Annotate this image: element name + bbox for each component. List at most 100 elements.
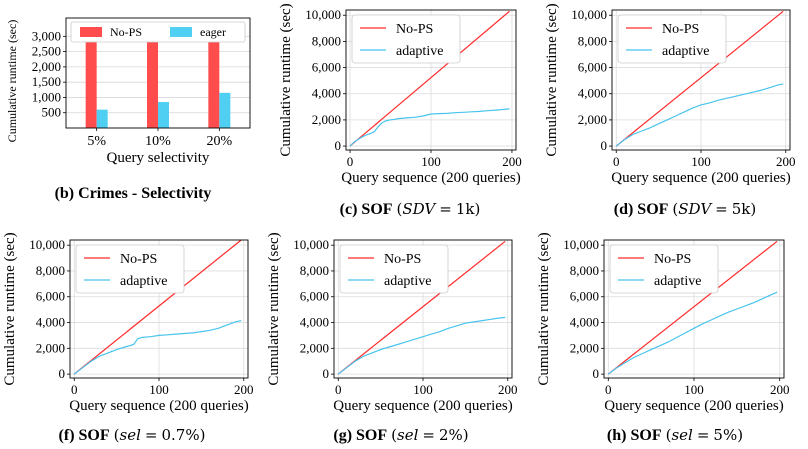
plot-frame <box>333 239 513 379</box>
legend-label-eager: eager <box>200 25 226 39</box>
caption-d-eq: = <box>715 200 728 218</box>
x-tick-label: 20% <box>206 134 232 149</box>
legend-box <box>617 14 727 64</box>
y-tick-label: 8,000 <box>578 33 607 48</box>
x-tick-label: 100 <box>684 382 704 397</box>
chart-d: 0 2,000 4,000 6,000 8,000 10,000 0 100 200 No-PS a… <box>536 0 806 190</box>
y-tick-label: 10,000 <box>29 237 65 252</box>
x-tick-label: 100 <box>149 382 169 397</box>
series-line-adaptive <box>615 83 784 147</box>
caption-h-value: 5% <box>713 426 738 444</box>
y-tick-label: 4,000 <box>312 86 341 101</box>
caption-h-label: (h) SOF <box>606 427 662 444</box>
y-tick-label: 2,000 <box>312 112 341 127</box>
legend-box <box>609 244 719 294</box>
caption-c: (c) SOF (SDV = 1k) <box>339 200 481 218</box>
caption-g: (g) SOF (sel = 2%) <box>333 426 469 444</box>
legend-label-adaptive: adaptive <box>120 274 167 289</box>
plot-frame <box>345 9 517 151</box>
plot-frame <box>603 239 785 379</box>
legend-swatch-eager <box>170 27 192 37</box>
x-tick-label: 200 <box>498 382 518 397</box>
y-tick-label: 2,000 <box>32 59 61 74</box>
y-tick-label: 0 <box>335 138 342 153</box>
caption-f: (f) SOF (sel = 0.7%) <box>58 426 206 444</box>
caption-c-param: SDV <box>402 200 436 218</box>
caption-g-eq: = <box>422 426 435 444</box>
caption-b-label: (b) Crimes - Selectivity <box>54 185 212 202</box>
series-line-no-ps <box>73 239 242 375</box>
chart-g-svg: 0 2,000 4,000 6,000 8,000 10,000 0 100 200 No-PS a… <box>266 232 518 414</box>
caption-d-value: 5k <box>731 200 751 218</box>
y-axis-label: Cumulative runtime (sec) <box>536 232 552 385</box>
bar-eager-5pct <box>96 109 108 128</box>
bar-eager-20pct <box>219 92 231 128</box>
x-tick-label: 0 <box>71 382 78 397</box>
x-tick-label: 200 <box>770 382 790 397</box>
x-tick-label: 0 <box>347 154 354 169</box>
legend-label-no-ps: No-PS <box>110 25 142 39</box>
series-line-adaptive <box>73 320 242 375</box>
caption-d-param: SDV <box>678 200 712 218</box>
legend-swatch-no-ps <box>80 27 102 37</box>
y-tick-label: 1,000 <box>32 89 61 104</box>
plot-frame <box>65 17 251 129</box>
series-line-no-ps <box>349 10 510 147</box>
legend: No-PS adaptive <box>617 14 727 64</box>
x-tick-label: 0 <box>335 382 342 397</box>
legend: No-PS adaptive <box>609 244 719 294</box>
chart-b: 500 1,000 1,500 2,000 2,500 3,000 5% 10% 20% No-P… <box>0 0 260 180</box>
y-tick-label: 10,000 <box>293 237 329 252</box>
caption-g-label: (g) SOF <box>333 427 388 444</box>
y-tick-label: 4,000 <box>570 315 599 330</box>
series-line-adaptive <box>337 316 506 375</box>
legend: No-PS adaptive <box>339 244 449 294</box>
bar-eager-10pct <box>158 102 169 128</box>
x-tick-label: 200 <box>234 382 254 397</box>
x-tick-label: 5% <box>87 134 106 149</box>
y-tick-label: 2,000 <box>570 340 599 355</box>
series-line-no-ps <box>337 240 506 375</box>
series-line-adaptive <box>607 291 778 375</box>
legend-label-no-ps: No-PS <box>384 252 421 267</box>
caption-d-label: (d) SOF <box>613 201 669 218</box>
legend-box <box>70 21 246 43</box>
y-tick-label: 6,000 <box>312 60 341 75</box>
legend-label-adaptive: adaptive <box>654 274 701 289</box>
legend-box <box>339 244 449 294</box>
y-axis-label: Cumulative runtime (sec) <box>544 3 560 156</box>
y-tick-label: 8,000 <box>312 33 341 48</box>
y-tick-label: 8,000 <box>300 263 329 278</box>
series-line-no-ps <box>607 240 778 375</box>
legend-label-adaptive: adaptive <box>662 44 709 59</box>
chart-d-svg: 0 2,000 4,000 6,000 8,000 10,000 0 100 200 No-PS a… <box>544 3 796 186</box>
x-tick-label: 10% <box>145 134 171 149</box>
y-axis-label: Cumulative runtime (sec) <box>278 3 294 156</box>
legend-label-no-ps: No-PS <box>654 252 691 267</box>
x-tick-label: 200 <box>502 154 522 169</box>
chart-c-svg: 0 2,000 4,000 6,000 8,000 10,000 0 100 200 No-PS a… <box>278 3 522 186</box>
x-axis-label: Query sequence (200 queries) <box>611 170 791 186</box>
x-axis-label: Query sequence (200 queries) <box>333 398 513 414</box>
y-tick-label: 0 <box>59 366 66 381</box>
legend: No-PS adaptive <box>75 244 185 294</box>
legend-label-no-ps: No-PS <box>396 22 433 37</box>
series-line-no-ps <box>615 10 784 147</box>
legend: No-PS adaptive <box>351 14 461 64</box>
x-axis-label: Query sequence (200 queries) <box>69 398 249 414</box>
x-tick-label: 100 <box>691 154 711 169</box>
plot-frame <box>69 239 249 379</box>
y-tick-label: 8,000 <box>36 263 65 278</box>
x-tick-label: 200 <box>776 154 796 169</box>
legend-box <box>75 244 185 294</box>
legend-label-adaptive: adaptive <box>396 44 443 59</box>
chart-c: 0 2,000 4,000 6,000 8,000 10,000 0 100 200 No-PS a… <box>264 0 532 190</box>
legend: No-PS eager <box>70 21 246 43</box>
chart-g: 0 2,000 4,000 6,000 8,000 10,000 0 100 200 No-PS a… <box>266 228 530 418</box>
y-tick-label: 0 <box>593 366 600 381</box>
x-tick-label: 0 <box>613 154 620 169</box>
plot-frame <box>611 9 791 151</box>
caption-h: (h) SOF (sel = 5%) <box>606 426 744 444</box>
x-tick-label: 100 <box>413 382 433 397</box>
